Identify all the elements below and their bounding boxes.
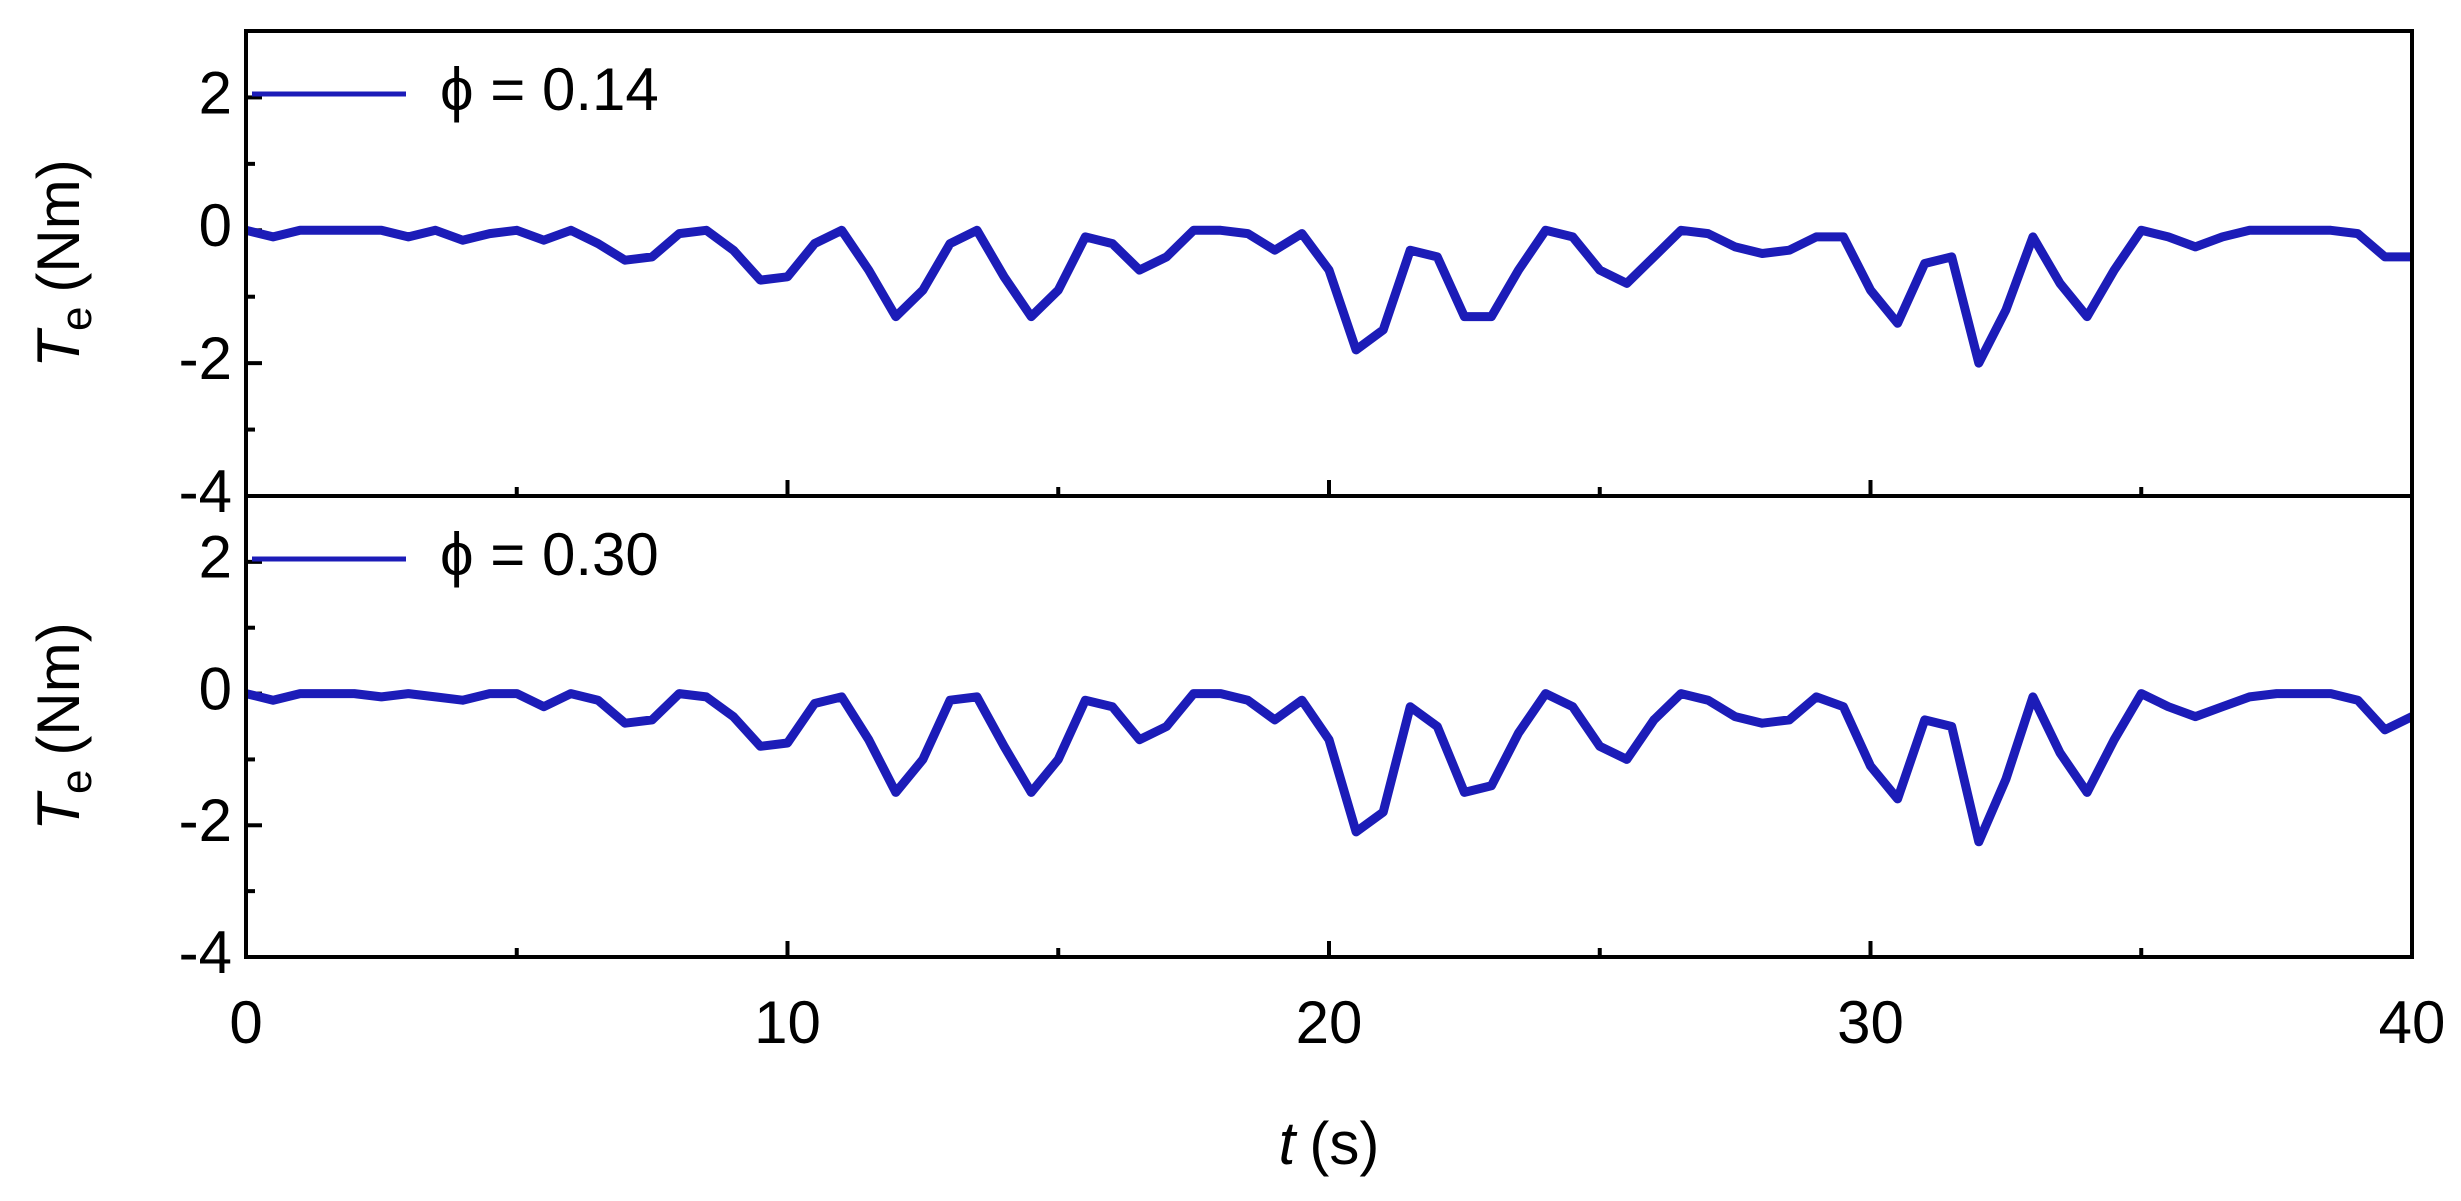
y-axis-label: Te (Nm) bbox=[25, 159, 101, 367]
legend-label: ϕ = 0.14 bbox=[440, 56, 659, 123]
plot-frame bbox=[244, 494, 2414, 959]
y-label-unit: (Nm) bbox=[25, 622, 92, 755]
x-tick-label: 10 bbox=[754, 989, 821, 1056]
x-tick-label: 20 bbox=[1296, 989, 1363, 1056]
y-label-subscript: e bbox=[52, 307, 101, 331]
y-axis-label: Te (Nm) bbox=[25, 622, 101, 830]
legend-label: ϕ = 0.30 bbox=[440, 521, 659, 588]
y-tick-label: 2 bbox=[199, 524, 232, 591]
data-line bbox=[244, 225, 2412, 368]
x-tick-label: 40 bbox=[2379, 989, 2446, 1056]
y-label-subscript: e bbox=[52, 770, 101, 794]
x-label-unit: (s) bbox=[1309, 1110, 1379, 1177]
y-tick-label: 2 bbox=[199, 59, 232, 126]
x-tick-label: 0 bbox=[229, 989, 262, 1056]
y-label-unit: (Nm) bbox=[25, 159, 92, 292]
y-label-symbol: T bbox=[25, 327, 92, 368]
x-tick-label: 30 bbox=[1837, 989, 1904, 1056]
x-axis-label: t (s) bbox=[1279, 1110, 1380, 1177]
y-tick-label: -4 bbox=[179, 458, 232, 525]
y-tick-label: 0 bbox=[199, 655, 232, 722]
y-tick-label: -2 bbox=[179, 325, 232, 392]
y-tick-label: -2 bbox=[179, 787, 232, 854]
y-tick-label: 0 bbox=[199, 192, 232, 259]
y-tick-label: -4 bbox=[179, 919, 232, 986]
y-label-symbol: T bbox=[25, 790, 92, 831]
x-label-symbol: t bbox=[1279, 1110, 1298, 1177]
data-line bbox=[244, 689, 2414, 847]
